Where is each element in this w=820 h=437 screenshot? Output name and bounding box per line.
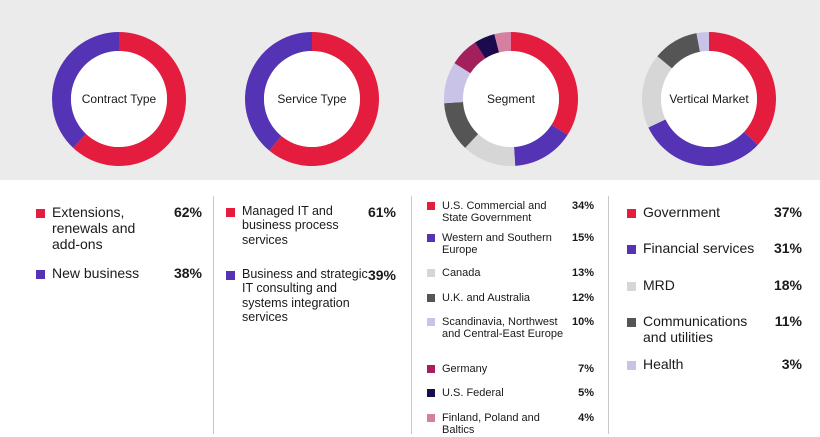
legend-label: MRD [643,277,675,293]
legend-label: Health [643,356,684,372]
legend-percent: 4% [578,412,594,424]
legend-swatch [427,202,435,210]
legend-label: Extensions, renewals and add-ons [52,204,136,253]
legend-percent: 61% [367,204,396,220]
donut-segment [494,32,511,53]
legend-percent: 5% [578,387,594,399]
donut-segment [444,102,479,148]
legend-percent: 12% [571,292,594,304]
donut-segment [444,63,471,104]
legend-swatch [627,282,636,291]
legend-swatch [427,234,435,242]
legend-divider [213,196,214,434]
legend-swatch [427,389,435,397]
legend-percent: 39% [367,267,396,283]
donut-segment [642,56,673,128]
donut-segment [657,33,701,69]
legend-label: Canada [442,267,481,279]
legend-label: Business and strategic IT consulting and… [242,267,368,325]
donut-segment [511,32,578,135]
legend-label: Communications and utilities [643,313,748,346]
vertical-market-donut: Vertical Market [641,31,777,167]
legend-percent: 13% [571,267,594,279]
legend-label: U.S. Federal [442,387,504,399]
legend-swatch [627,209,636,218]
legend-percent: 34% [571,200,594,212]
legend-percent: 11% [774,313,802,329]
legend-percent: 15% [571,232,594,244]
legend-swatch [36,209,45,218]
legend-label: Finland, Poland and Baltics [442,412,540,437]
legend-label: Government [643,204,721,220]
donut-title: Segment [486,92,536,106]
donut-title: Contract Type [81,92,157,106]
legend-percent: 7% [578,363,594,375]
legend-label: Managed IT and business process services [242,204,339,247]
legend-label: Scandinavia, Northwest and Central-East … [442,316,564,341]
donut-segment [454,42,486,74]
donut-segment [52,32,119,148]
contract-type-donut: Contract Type [51,31,187,167]
legend-percent: 10% [571,316,594,328]
donut-segment [245,32,312,151]
legend-label: Western and Southern Europe [442,232,552,257]
segment-donut: Segment [443,31,579,167]
legend-percent: 18% [773,277,802,293]
donut-hole [661,51,757,147]
legend-label: U.S. Commercial and State Government [442,200,547,225]
legend-label: Financial services [643,240,755,256]
legend-swatch [427,269,435,277]
legend-swatch [627,318,636,327]
donut-segment [269,32,379,166]
legend-divider [608,196,609,434]
legend-swatch [226,208,235,217]
service-type-donut: Service Type [244,31,380,167]
legend-label: Germany [442,363,488,375]
donut-hole [463,51,559,147]
legend-swatch [627,361,636,370]
legend-percent: 3% [781,356,802,372]
legend-swatch [226,271,235,280]
donut-title: Vertical Market [669,92,749,106]
legend-swatch [427,414,435,422]
legend-swatch [427,318,435,326]
donut-segment [648,119,758,166]
legend-label: U.K. and Australia [442,292,531,304]
legend-swatch [36,270,45,279]
legend-percent: 38% [173,265,202,281]
legend-percent: 31% [773,240,802,256]
donut-hole [264,51,360,147]
legend-percent: 62% [173,204,202,220]
legend-divider [411,196,412,434]
legend-percent: 37% [773,204,802,220]
donut-segment [709,32,776,145]
donut-segment [73,32,186,166]
donut-segment [696,32,709,52]
donut-segment [514,124,568,166]
donut-hole [71,51,167,147]
legend-label: New business [52,265,140,281]
legend-swatch [627,245,636,254]
legend-swatch [427,365,435,373]
donut-title: Service Type [277,92,347,106]
legend-swatch [427,294,435,302]
donut-segment [465,133,516,167]
donut-segment [475,34,500,59]
